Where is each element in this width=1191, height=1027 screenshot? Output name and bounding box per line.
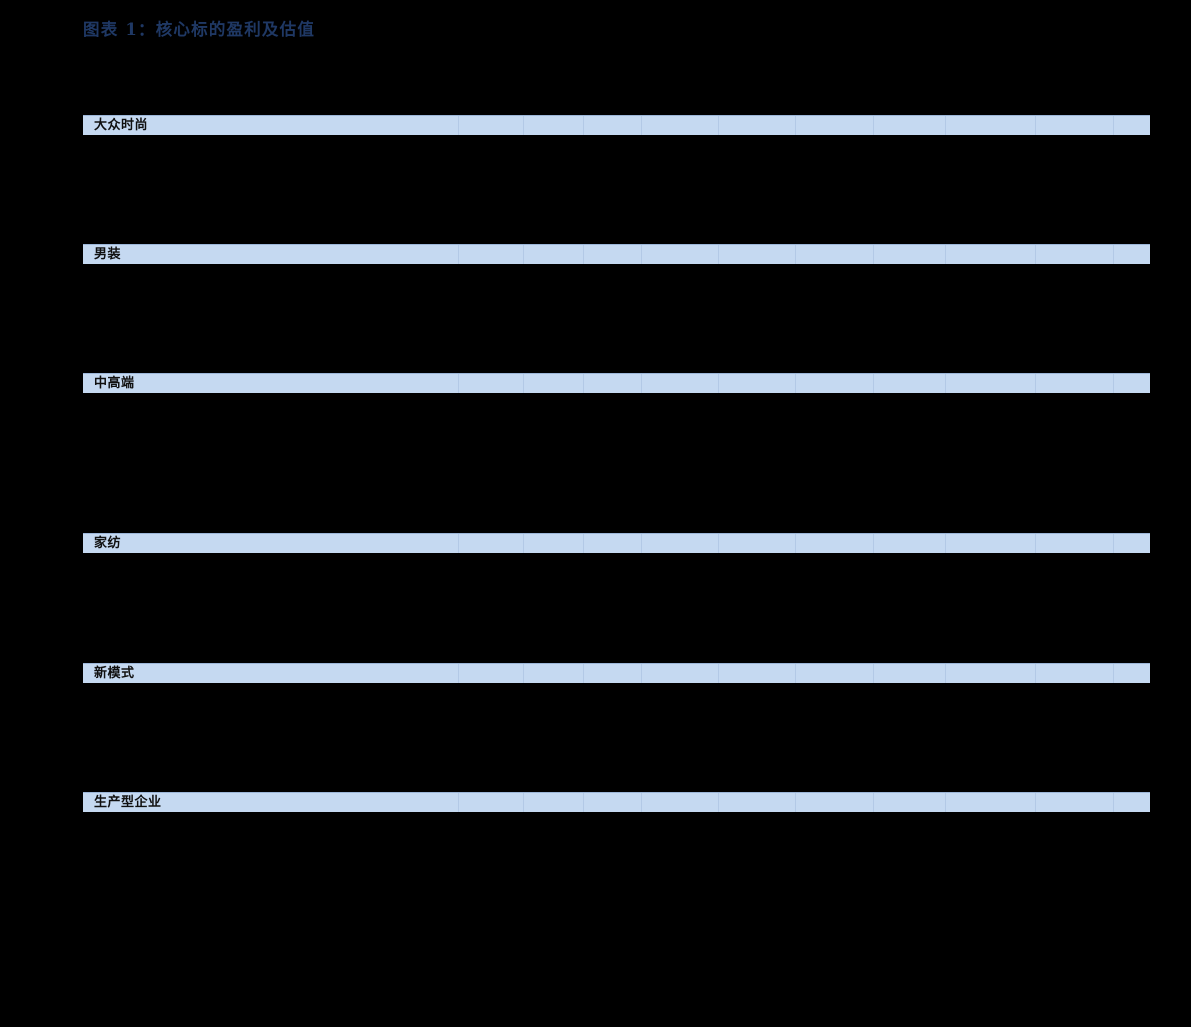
category-band: 新模式: [83, 663, 1150, 685]
column-divider: [873, 664, 874, 683]
column-divider: [641, 793, 642, 812]
column-divider: [1113, 534, 1114, 553]
section-rows: [83, 395, 1150, 525]
column-divider: [1035, 793, 1036, 812]
column-divider: [795, 116, 796, 135]
column-divider: [458, 374, 459, 393]
column-divider: [795, 664, 796, 683]
column-divider: [641, 374, 642, 393]
column-divider: [945, 793, 946, 812]
section-rows: [83, 555, 1150, 655]
section-rows: [83, 685, 1150, 785]
column-divider: [718, 793, 719, 812]
category-band: 大众时尚: [83, 115, 1150, 137]
section-rows: [83, 137, 1150, 237]
table-section: 中高端: [83, 373, 1150, 525]
column-divider: [718, 245, 719, 264]
column-divider: [1035, 664, 1036, 683]
column-divider: [1035, 116, 1036, 135]
column-divider: [873, 116, 874, 135]
column-divider: [1035, 245, 1036, 264]
column-divider: [873, 793, 874, 812]
column-divider: [583, 793, 584, 812]
column-divider: [583, 245, 584, 264]
column-divider: [523, 116, 524, 135]
column-divider: [458, 245, 459, 264]
column-divider: [523, 245, 524, 264]
valuation-table: 大众时尚男装中高端家纺新模式生产型企业: [83, 95, 1150, 1024]
column-divider: [641, 116, 642, 135]
column-divider: [583, 534, 584, 553]
column-divider: [641, 245, 642, 264]
category-label: 大众时尚: [94, 117, 149, 133]
table-body: 大众时尚男装中高端家纺新模式生产型企业: [83, 95, 1150, 1024]
category-label: 男装: [94, 246, 122, 262]
column-divider: [1113, 245, 1114, 264]
category-label: 中高端: [94, 375, 135, 391]
page-title: 图表 1：核心标的盈利及估值: [83, 20, 316, 39]
column-divider: [458, 116, 459, 135]
column-divider: [795, 534, 796, 553]
column-divider: [945, 664, 946, 683]
column-divider: [945, 245, 946, 264]
column-divider: [458, 534, 459, 553]
section-rows: [83, 814, 1150, 1024]
column-divider: [795, 245, 796, 264]
column-divider: [583, 116, 584, 135]
table-section: 大众时尚: [83, 115, 1150, 237]
column-divider: [1113, 664, 1114, 683]
column-divider: [718, 664, 719, 683]
column-divider: [718, 116, 719, 135]
category-band: 中高端: [83, 373, 1150, 395]
column-divider: [873, 534, 874, 553]
column-divider: [795, 374, 796, 393]
section-rows: [83, 266, 1150, 366]
column-divider: [523, 793, 524, 812]
column-divider: [458, 793, 459, 812]
column-divider: [1113, 793, 1114, 812]
column-divider: [945, 116, 946, 135]
category-label: 新模式: [94, 665, 135, 681]
table-section: 家纺: [83, 533, 1150, 655]
column-divider: [795, 793, 796, 812]
column-divider: [945, 374, 946, 393]
column-divider: [523, 534, 524, 553]
column-divider: [873, 245, 874, 264]
column-divider: [523, 664, 524, 683]
category-band: 生产型企业: [83, 792, 1150, 814]
column-divider: [1113, 116, 1114, 135]
column-divider: [945, 534, 946, 553]
column-divider: [1035, 374, 1036, 393]
column-divider: [583, 374, 584, 393]
column-divider: [583, 664, 584, 683]
column-divider: [873, 374, 874, 393]
column-divider: [523, 374, 524, 393]
table-section: 新模式: [83, 663, 1150, 785]
category-band: 家纺: [83, 533, 1150, 555]
column-divider: [458, 664, 459, 683]
column-divider: [1035, 534, 1036, 553]
column-divider: [641, 534, 642, 553]
table-section: 男装: [83, 244, 1150, 366]
column-divider: [641, 664, 642, 683]
category-label: 生产型企业: [94, 794, 162, 810]
category-label: 家纺: [94, 535, 122, 551]
column-divider: [1113, 374, 1114, 393]
category-band: 男装: [83, 244, 1150, 266]
table-section: 生产型企业: [83, 792, 1150, 1024]
column-divider: [718, 374, 719, 393]
column-divider: [718, 534, 719, 553]
